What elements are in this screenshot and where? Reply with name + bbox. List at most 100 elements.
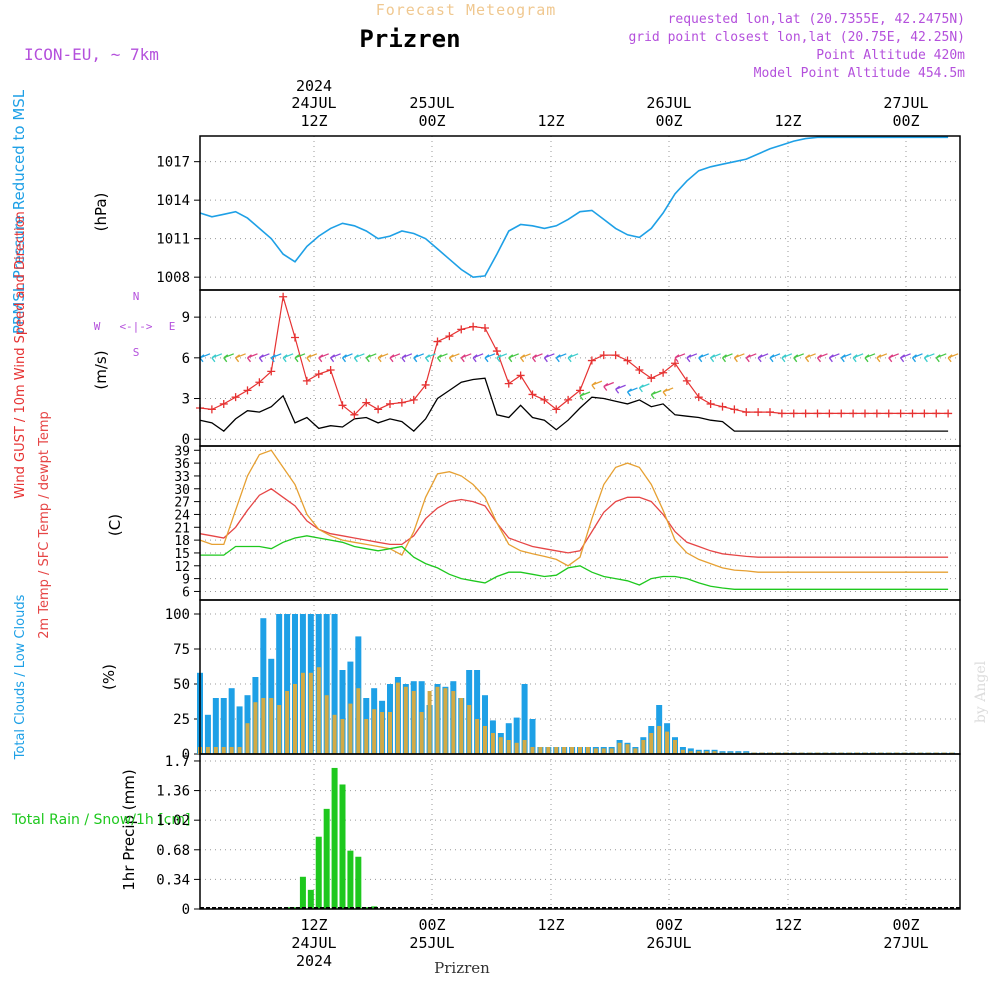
y-tick-label: 0.68 xyxy=(156,843,190,859)
wind-gust-marker xyxy=(611,351,620,360)
y-tick-label: 21 xyxy=(174,521,190,536)
wind-gust-marker xyxy=(291,333,299,342)
wind-direction-arrow xyxy=(330,353,341,363)
wind-gust-marker xyxy=(338,401,347,410)
wind-gust-marker xyxy=(730,405,739,414)
y-tick-label: 50 xyxy=(173,677,190,693)
y-tick-label: 36 xyxy=(174,457,190,472)
low-clouds-bar xyxy=(506,740,511,754)
wind-direction-arrow xyxy=(389,353,401,363)
wind-gust-marker xyxy=(231,393,240,402)
rain-bar xyxy=(299,876,306,909)
wind-direction-arrow xyxy=(401,353,413,363)
total-clouds-bar xyxy=(212,698,219,754)
low-clouds-bar xyxy=(324,695,329,754)
wind-direction-arrow xyxy=(662,387,674,397)
wind-direction-arrow xyxy=(828,353,840,363)
wind-gust-marker xyxy=(564,395,573,404)
wind-gust-marker xyxy=(599,351,608,360)
wind-gust-marker xyxy=(837,409,846,418)
wind-gust-marker xyxy=(647,374,656,383)
rain-bar xyxy=(363,907,370,909)
wind-direction-arrow xyxy=(425,353,436,363)
wind-direction-arrow xyxy=(805,353,816,363)
bottom-axis-time: 12Z xyxy=(537,916,564,934)
wind-direction-arrow xyxy=(888,353,899,363)
wind-gust-marker xyxy=(516,371,525,380)
top-axis-date: 25JUL xyxy=(409,94,454,112)
grid-layer: 1008101110141017036969121518212427303336… xyxy=(156,136,960,918)
wind-direction-arrow xyxy=(935,353,947,363)
compass-south: S xyxy=(133,346,140,359)
info-grid-lonlat: grid point closest lon,lat (20.75E, 42.2… xyxy=(628,30,965,45)
model-name: ICON-EU, ~ 7km xyxy=(24,45,159,64)
wind-direction-arrow xyxy=(520,353,531,363)
temperature-panel xyxy=(199,449,949,590)
wind-gust-marker xyxy=(397,398,406,407)
wind-direction-arrow xyxy=(211,353,223,363)
total-clouds-bar xyxy=(331,614,338,754)
bottom-axis-time: 00Z xyxy=(418,916,445,934)
y-tick-label: 1008 xyxy=(156,270,190,286)
wind-gust-marker xyxy=(433,337,442,346)
wind-gust-marker xyxy=(302,376,311,385)
y-tick-label: 1014 xyxy=(156,193,190,209)
low-clouds-bar xyxy=(696,751,701,754)
wind-direction-arrow xyxy=(282,353,294,363)
wind-direction-arrow xyxy=(484,353,496,363)
y-tick-label: 18 xyxy=(174,534,190,549)
wind-direction-arrow xyxy=(531,353,543,363)
low-clouds-bar xyxy=(688,751,693,754)
wind-gust-marker xyxy=(671,359,679,368)
wind-gust-marker xyxy=(481,323,489,332)
wind-gust-marker xyxy=(706,399,715,408)
y-tick-label: 6 xyxy=(182,351,190,367)
total-clouds-bar xyxy=(474,670,481,754)
bottom-axis-time: 00Z xyxy=(655,916,682,934)
wind-gust-marker xyxy=(421,380,430,389)
low-clouds-bar xyxy=(245,723,250,754)
temperature-unit: (C) xyxy=(106,514,124,536)
y-tick-label: 1.7 xyxy=(165,754,190,770)
y-tick-label: 12 xyxy=(174,560,190,575)
low-clouds-bar xyxy=(277,705,282,754)
wind-direction-arrow xyxy=(377,353,389,363)
wind-gust-marker xyxy=(445,332,454,341)
rain-bar xyxy=(355,856,362,909)
wind-direction-arrow xyxy=(947,353,959,363)
low-clouds-bar xyxy=(388,712,392,754)
y-tick-label: 100 xyxy=(165,607,190,623)
wind-direction-arrow xyxy=(733,353,745,363)
low-clouds-bar xyxy=(300,672,305,754)
low-clouds-bar xyxy=(554,747,559,754)
rain-bar xyxy=(347,850,354,909)
wind-direction-arrow xyxy=(615,384,626,394)
panel-frame xyxy=(199,289,961,447)
low-clouds-bar xyxy=(269,698,274,754)
low-clouds-bar xyxy=(467,705,472,754)
clouds-panel xyxy=(197,614,956,754)
wind-direction-arrow xyxy=(318,353,329,363)
y-tick-label: 9 xyxy=(182,573,190,588)
wind-direction-arrow xyxy=(793,353,804,363)
wind-gust-marker xyxy=(884,409,893,418)
wind-gust-marker xyxy=(386,399,394,408)
wind-direction-arrow xyxy=(876,353,888,363)
pressure-unit: (hPa) xyxy=(92,193,110,232)
bottom-axis-time: 00Z xyxy=(892,916,919,934)
low-clouds-bar xyxy=(380,712,385,754)
top-axis-time: 00Z xyxy=(418,112,445,130)
wind-direction-arrow xyxy=(852,353,864,363)
low-clouds-bar xyxy=(498,737,503,754)
top-axis-date: 24JUL xyxy=(291,94,336,112)
top-axis-date: 27JUL xyxy=(883,94,928,112)
wind-direction-arrow xyxy=(579,391,591,401)
low-clouds-bar xyxy=(356,688,361,754)
temp-sfc-line xyxy=(199,449,949,573)
wind-gust-marker xyxy=(849,409,858,418)
low-clouds-bar xyxy=(633,748,638,754)
station-name: Prizren xyxy=(434,959,490,977)
wind-gust-marker xyxy=(457,325,466,334)
total-clouds-bar xyxy=(276,614,283,754)
wind-gust-marker xyxy=(326,366,335,375)
